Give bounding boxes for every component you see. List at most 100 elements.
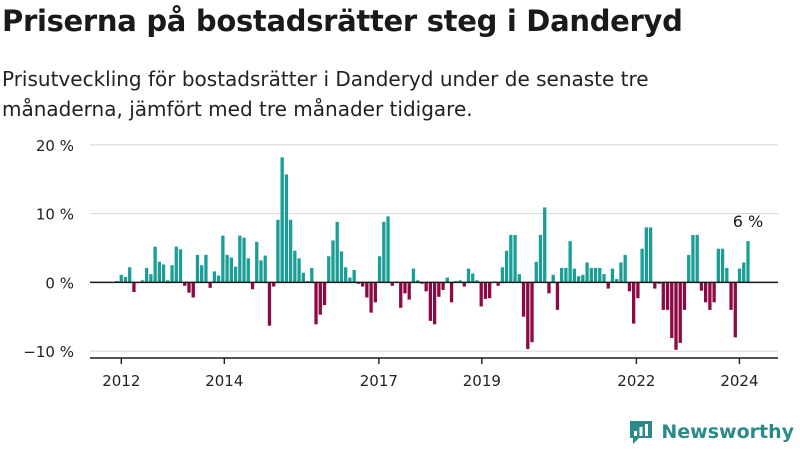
bar	[483, 282, 488, 299]
bar	[547, 282, 551, 294]
bar	[144, 267, 149, 283]
bar	[593, 267, 598, 283]
bar	[386, 216, 390, 283]
bar	[458, 280, 462, 283]
bar	[640, 248, 644, 283]
bar	[568, 241, 572, 283]
bar	[335, 221, 339, 283]
bar	[699, 282, 704, 291]
bar	[670, 282, 674, 339]
bar	[564, 267, 568, 283]
x-tick-label: 2022	[617, 372, 655, 390]
bar	[208, 282, 212, 288]
bar	[488, 282, 492, 299]
bar	[212, 271, 217, 283]
bar	[530, 282, 534, 343]
y-tick-label: 10 %	[36, 206, 74, 224]
chart-title: Priserna på bostadsrätter steg i Dandery…	[2, 4, 683, 38]
bar	[272, 282, 276, 287]
bar	[233, 266, 238, 283]
bar	[636, 282, 640, 299]
bar	[716, 248, 720, 283]
bar	[178, 249, 183, 283]
bar	[551, 274, 555, 283]
bar	[382, 221, 386, 283]
bar	[216, 275, 221, 283]
bar	[581, 274, 585, 283]
bar	[183, 282, 187, 286]
bar	[246, 258, 250, 283]
bar	[665, 282, 670, 310]
bar	[297, 258, 301, 283]
bar	[704, 282, 708, 303]
bar	[543, 207, 547, 283]
bar	[471, 273, 475, 283]
bar	[445, 277, 449, 283]
bar	[200, 265, 204, 283]
bar	[585, 262, 589, 283]
bar	[746, 241, 750, 283]
bar	[479, 282, 483, 307]
bar	[221, 235, 225, 283]
bar	[403, 282, 407, 294]
bar	[132, 282, 136, 293]
bar	[475, 280, 479, 283]
bar	[416, 280, 420, 283]
bar	[708, 282, 712, 310]
bar	[411, 268, 416, 283]
bar	[737, 268, 742, 283]
bar	[691, 234, 695, 283]
bar	[187, 282, 191, 293]
bar	[538, 234, 543, 283]
bar	[589, 267, 593, 283]
bar	[644, 227, 649, 283]
bar	[250, 282, 255, 290]
bar	[229, 257, 233, 283]
bar	[720, 248, 725, 283]
newsworthy-logo-icon	[630, 421, 653, 444]
bar	[255, 241, 259, 283]
bar	[263, 255, 267, 283]
bar	[462, 282, 466, 287]
bar	[560, 267, 564, 283]
bar	[369, 282, 373, 313]
bar	[191, 282, 195, 298]
bar	[280, 157, 284, 283]
bar	[276, 219, 280, 283]
bar	[441, 282, 445, 290]
bar	[352, 270, 356, 283]
bar	[149, 274, 153, 283]
bar	[555, 282, 560, 310]
bar	[140, 280, 145, 283]
bar	[195, 254, 200, 283]
bar	[301, 272, 305, 283]
bar	[242, 237, 246, 283]
bar	[509, 234, 513, 283]
bar	[615, 278, 619, 283]
bar	[725, 267, 729, 283]
bar	[712, 282, 716, 303]
bar	[166, 280, 170, 283]
bar	[678, 282, 682, 343]
bar	[331, 240, 335, 283]
bar	[496, 282, 500, 286]
bar	[119, 274, 123, 283]
bar	[310, 267, 314, 283]
bar	[365, 282, 369, 298]
bar	[344, 267, 348, 283]
bar	[288, 219, 293, 283]
bar	[661, 282, 665, 310]
bar	[225, 254, 229, 283]
bar	[534, 261, 538, 283]
bar	[733, 282, 737, 338]
bar	[598, 267, 602, 283]
bar	[513, 234, 517, 283]
bar	[466, 268, 471, 283]
brand-name: Newsworthy	[661, 421, 794, 443]
x-tick-label: 2024	[720, 372, 758, 390]
bar	[674, 282, 678, 350]
bar	[428, 282, 433, 321]
bar	[267, 282, 272, 326]
bar	[606, 282, 610, 289]
